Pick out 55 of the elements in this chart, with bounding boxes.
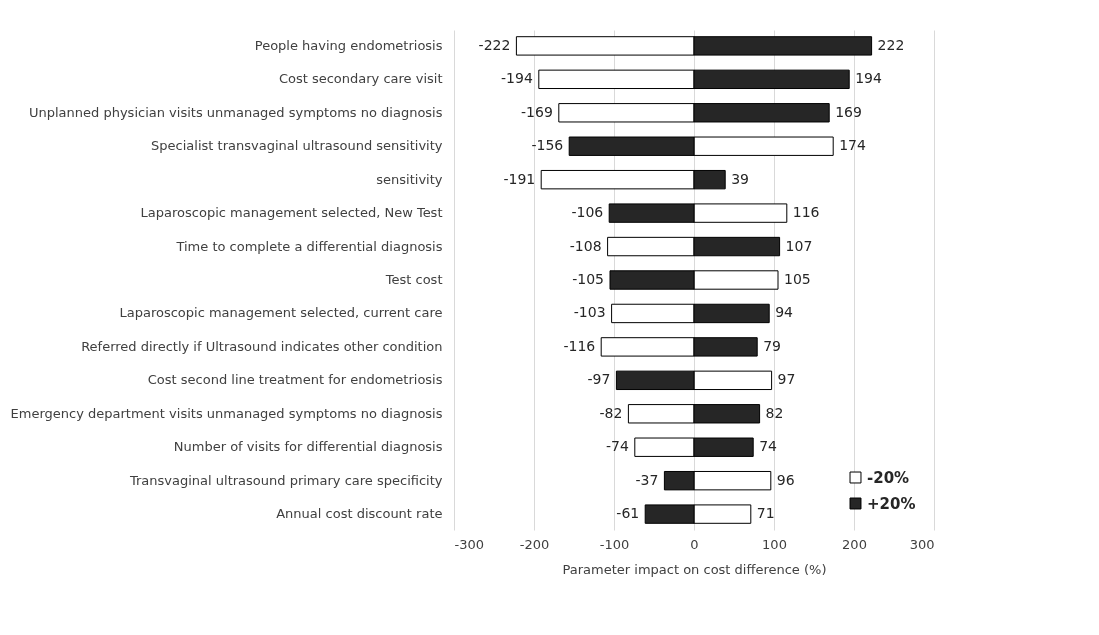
y-tick-label: Number of visits for differential diagnosis xyxy=(173,439,443,455)
data-label: 71 xyxy=(756,505,775,522)
data-label: 116 xyxy=(792,204,820,221)
data-label: -156 xyxy=(531,137,564,154)
data-label: 222 xyxy=(877,36,905,53)
y-tick-label: Annual cost discount rate xyxy=(276,506,443,522)
x-tick-label: 100 xyxy=(762,536,787,552)
y-tick-label: Transvaginal ultrasound primary care specificity xyxy=(128,472,443,488)
legend-label: -20% xyxy=(867,468,910,487)
x-tick-label: 300 xyxy=(909,536,935,552)
data-label: -82 xyxy=(599,404,623,421)
x-axis-title: Parameter impact on cost difference (%) xyxy=(562,561,827,577)
x-tick-label: -300 xyxy=(454,536,485,552)
y-tick-label: Specialist transvaginal ultrasound sensitivity xyxy=(151,138,443,154)
y-tick-label: Time to complete a differential diagnosis xyxy=(175,238,443,254)
x-tick-label: 0 xyxy=(690,536,699,552)
y-tick-label: Laparoscopic management selected, New Test xyxy=(140,205,443,221)
x-tick-label: -200 xyxy=(519,536,550,552)
y-tick-label: People having endometriosis xyxy=(254,37,443,53)
data-label: -105 xyxy=(572,271,604,287)
y-tick-label: Emergency department visits unmanaged symptoms no diagnosis xyxy=(10,405,443,421)
data-label: -108 xyxy=(569,237,602,254)
data-label: -169 xyxy=(521,103,553,120)
y-tick-label: Cost secondary care visit xyxy=(278,71,443,87)
data-label: 79 xyxy=(763,337,782,354)
data-label: -106 xyxy=(571,204,604,221)
data-label: 94 xyxy=(775,304,794,321)
data-label: -222 xyxy=(478,36,511,53)
legend-label: +20% xyxy=(867,494,916,513)
data-label: -61 xyxy=(616,505,640,522)
data-label: 39 xyxy=(731,170,750,187)
y-tick-label: Laparoscopic management selected, current care xyxy=(119,305,443,321)
data-label: -191 xyxy=(503,170,536,187)
data-label: 96 xyxy=(776,471,795,488)
x-tick-label: -100 xyxy=(599,536,630,552)
data-label: 169 xyxy=(835,103,862,120)
data-label: 105 xyxy=(784,271,811,287)
y-tick-label: Unplanned physician visits unmanaged symptoms no diagnosis xyxy=(28,104,443,120)
data-label: -97 xyxy=(587,371,611,388)
data-label: 174 xyxy=(839,137,867,154)
data-label: 194 xyxy=(855,70,883,87)
y-tick-label: sensitivity xyxy=(376,171,443,187)
data-label: -116 xyxy=(563,337,596,354)
data-label: 97 xyxy=(777,371,796,388)
y-tick-label: Test cost xyxy=(384,272,443,287)
data-label: 74 xyxy=(759,438,778,455)
y-tick-label: Cost second line treatment for endometriosis xyxy=(147,372,443,388)
data-label: 107 xyxy=(785,237,813,254)
data-label: -74 xyxy=(605,438,629,455)
x-tick-label: 200 xyxy=(842,536,867,552)
data-label: -103 xyxy=(573,304,606,321)
y-tick-label: Referred directly if Ultrasound indicates other condition xyxy=(81,338,443,354)
data-label: 82 xyxy=(765,404,784,421)
data-label: -194 xyxy=(501,70,533,87)
data-label: -37 xyxy=(635,471,659,488)
